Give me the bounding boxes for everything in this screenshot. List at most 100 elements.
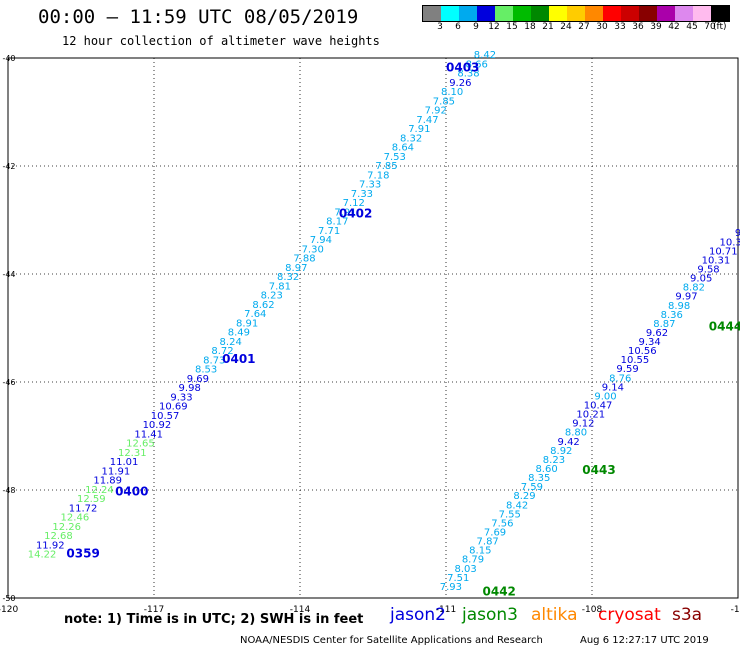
pass-time-label: 0443: [582, 463, 615, 477]
wave-height-value: 9.05: [690, 274, 712, 285]
satellite-name: jason3: [462, 605, 518, 625]
satellite-name: altika: [531, 605, 578, 625]
colorbar: [422, 5, 730, 22]
wave-height-value: 8.62: [252, 300, 274, 311]
colorbar-label: 30: [596, 22, 608, 32]
wave-height-value: 12.68: [44, 531, 73, 542]
wave-height-value: 10.71: [709, 246, 738, 257]
wave-height-value: 8.42: [474, 50, 496, 61]
colorbar-label: 18: [524, 22, 536, 32]
wave-height-value: 10.69: [159, 402, 188, 413]
wave-height-value: 10.31: [702, 255, 731, 266]
map-title: 00:00 – 11:59 UTC 08/05/2019: [38, 6, 359, 28]
wave-height-value: 9.58: [697, 264, 719, 275]
wave-height-value: 7.93: [440, 582, 462, 593]
wave-height-value: 11.89: [93, 476, 122, 487]
wave-height-value: 7.59: [521, 482, 543, 493]
wave-height-value: 8.03: [454, 564, 476, 575]
wave-height-value: 7.69: [484, 527, 506, 538]
lon-tick-label: -108: [582, 605, 603, 615]
generated-timestamp: Aug 6 12:27:17 UTC 2019: [580, 635, 709, 646]
colorbar-swatch: [621, 6, 639, 21]
wave-height-value: 11.01: [110, 457, 139, 468]
lon-tick-label: -10: [731, 605, 740, 615]
wave-height-value: 8.97: [285, 263, 307, 274]
colorbar-labels: 3 6 9 12 15 18 21 24 27 30 33 36 39 42 45 70: [422, 22, 740, 34]
wave-height-value: 8.76: [609, 373, 631, 384]
wave-height-value: 8.29: [513, 491, 535, 502]
wave-height-value: 9.14: [602, 382, 624, 393]
wave-height-value: 9.59: [616, 364, 638, 375]
wave-height-value: 9.62: [646, 328, 668, 339]
wave-height-value: 10.21: [576, 410, 605, 421]
pass-time-label: 0402: [339, 206, 372, 220]
wave-height-value: 8.32: [277, 272, 299, 283]
pass-time-label: 0403: [446, 61, 479, 75]
wave-height-value: 9.12: [572, 419, 594, 430]
colorbar-label: 45: [686, 22, 698, 32]
wave-height-value: 8.79: [462, 555, 484, 566]
wave-height-value: 7.81: [269, 281, 291, 292]
wave-height-value: 7.91: [334, 207, 356, 218]
colorbar-unit: (ft): [713, 22, 727, 32]
wave-height-value: 9.42: [558, 437, 580, 448]
wave-height-value: 10.92: [143, 420, 172, 431]
wave-height-value: 12.26: [52, 522, 81, 533]
wave-height-value: 7.56: [491, 518, 513, 529]
wave-height-value: 8.23: [261, 291, 283, 302]
wave-height-value: 12.24: [85, 485, 114, 496]
colorbar-label: 39: [650, 22, 662, 32]
colorbar-label: 6: [455, 22, 461, 32]
wave-height-value: 7.91: [408, 124, 430, 135]
footnote: note: 1) Time is in UTC; 2) SWH is in fe…: [64, 612, 364, 627]
wave-height-value: 8.38: [457, 69, 479, 80]
lat-tick-label: -50: [2, 594, 15, 603]
wave-height-value: 10.56: [628, 346, 657, 357]
lat-tick-label: -42: [2, 162, 15, 171]
pass-time-label: 0442: [483, 584, 516, 598]
wave-height-value: 9.34: [639, 337, 661, 348]
colorbar-label: 9: [473, 22, 479, 32]
colorbar-swatch: [513, 6, 531, 21]
lat-tick-label: -40: [2, 54, 15, 63]
wave-height-value: 10.55: [621, 355, 650, 366]
wave-height-value: 10.3: [720, 237, 740, 248]
colorbar-swatch: [693, 6, 711, 21]
credit-line: NOAA/NESDIS Center for Satellite Applica…: [240, 635, 543, 646]
wave-height-value: 14.22: [28, 550, 57, 561]
wave-height-value: 9.00: [594, 391, 616, 402]
wave-height-value: 8.17: [326, 217, 348, 228]
wave-height-value: 8.35: [528, 473, 550, 484]
wave-height-value: 11.41: [134, 429, 163, 440]
colorbar-label: 21: [542, 22, 554, 32]
colorbar-label: 3: [437, 22, 443, 32]
wave-height-value: 7.71: [318, 226, 340, 237]
colorbar-swatch: [441, 6, 459, 21]
colorbar-label: 70: [704, 22, 716, 32]
colorbar-swatch: [603, 6, 621, 21]
pass-time-label: 0401: [222, 352, 255, 366]
wave-height-value: 11.92: [36, 540, 65, 551]
colorbar-swatch: [585, 6, 603, 21]
lon-tick-label: -111: [436, 605, 456, 615]
wave-height-value: 9.98: [179, 383, 201, 394]
wave-height-value: 12.65: [126, 439, 155, 450]
wave-height-value: 8.98: [668, 301, 690, 312]
wave-height-value: 8.24: [220, 337, 242, 348]
wave-height-value: 8.49: [228, 328, 250, 339]
wave-height-value: 7.94: [310, 235, 332, 246]
wave-height-value: 7.47: [416, 115, 438, 126]
satellite-name: s3a: [672, 605, 703, 625]
wave-height-value: 9.26: [449, 78, 471, 89]
wave-height-value: 7.12: [343, 198, 365, 209]
colorbar-label: 36: [632, 22, 644, 32]
wave-height-value: 7.30: [302, 244, 324, 255]
wave-height-value: 7.92: [425, 106, 447, 117]
satellite-name: jason2: [390, 605, 446, 625]
wave-height-value: 7.53: [384, 152, 406, 163]
wave-height-value: 9.69: [187, 374, 209, 385]
wave-height-value: 8.10: [441, 87, 463, 98]
wave-height-value: 8.66: [466, 59, 488, 70]
lat-tick-label: -44: [2, 270, 15, 279]
wave-height-value: 11.72: [69, 503, 98, 514]
